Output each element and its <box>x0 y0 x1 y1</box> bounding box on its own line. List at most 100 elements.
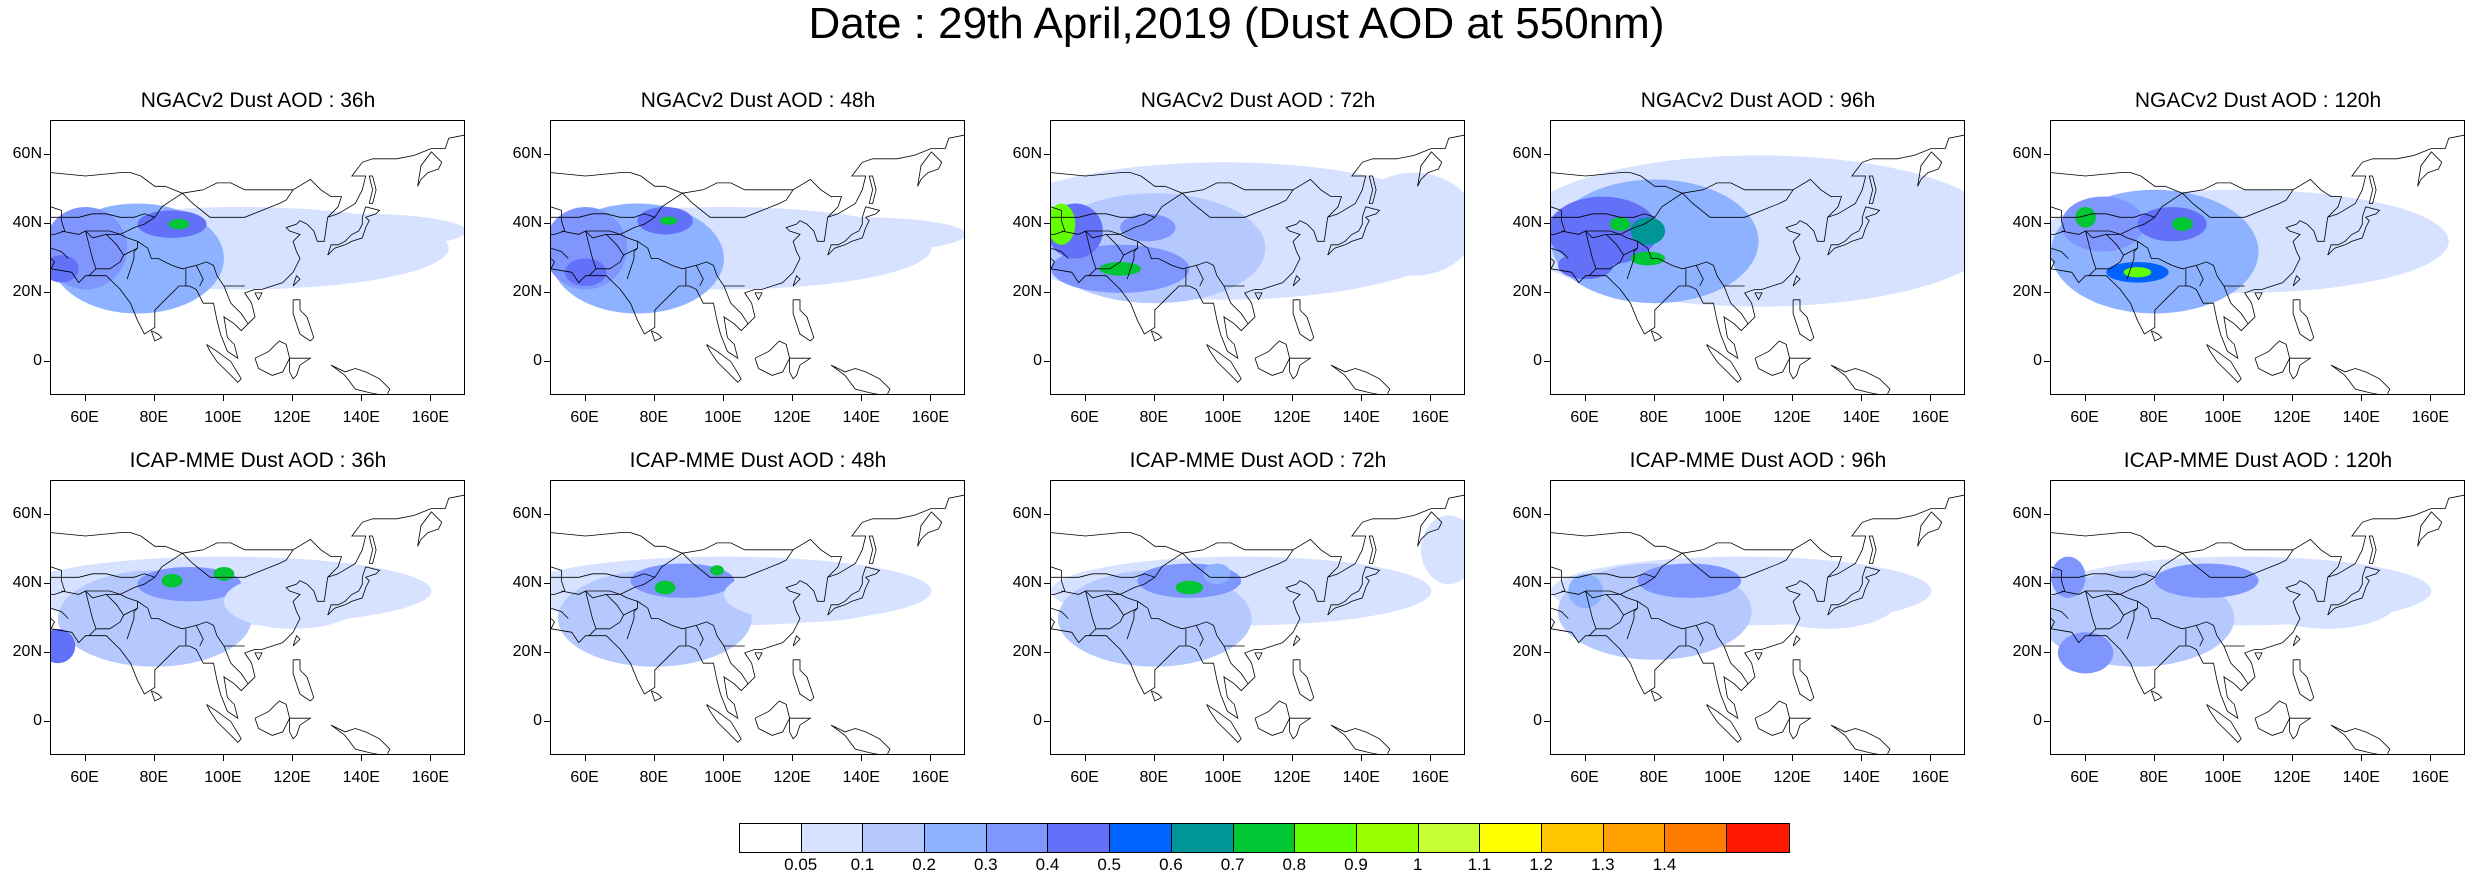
lon-tick-label: 120E <box>1773 769 1811 786</box>
lon-tick <box>1792 395 1794 401</box>
lon-tick <box>792 395 794 401</box>
map-panel: NGACv2 Dust AOD : 48h 60N 40N 20N 0 60E 80E 100… <box>500 90 1000 450</box>
colorbar-label: 0.7 <box>1220 855 1245 874</box>
map-outline <box>2223 645 2249 685</box>
lon-tick <box>584 755 586 761</box>
map-outline <box>2126 607 2138 640</box>
dust-field <box>1099 261 1141 276</box>
lon-tick <box>430 755 432 761</box>
dust-field <box>2137 206 2207 242</box>
map-outline <box>792 178 843 218</box>
lat-tick-label: 60N <box>1512 145 1542 163</box>
lon-tick-label: 120E <box>1773 409 1811 426</box>
map-outline <box>51 258 55 269</box>
map-outline <box>2417 511 2443 547</box>
map-outline <box>1868 175 1877 204</box>
lat-tick <box>1044 291 1050 293</box>
map-outline <box>1551 172 1683 194</box>
map-outline <box>2051 607 2069 619</box>
map-outline <box>551 206 566 235</box>
lon-tick-label: 160E <box>1911 769 1950 786</box>
lon-tick <box>930 755 932 761</box>
lat-tick-label: 60N <box>2012 145 2042 163</box>
map-outline <box>1789 357 1812 380</box>
map-outline <box>1623 241 1638 256</box>
lon-tick-label: 60E <box>2070 409 2099 426</box>
map-outline <box>917 511 943 547</box>
map-outline <box>51 566 66 595</box>
colorbar-swatch <box>1418 824 1481 852</box>
lon-tick <box>1292 395 1294 401</box>
map-outline <box>754 652 763 660</box>
map-outline <box>206 704 242 743</box>
lat-tick <box>44 360 50 362</box>
map-outline <box>1254 292 1263 300</box>
map-outline <box>868 175 877 204</box>
map-outline <box>2085 230 2245 287</box>
lon-tick-label: 160E <box>411 769 450 786</box>
lat-tick-label: 40N <box>1012 214 1042 232</box>
map-outline <box>2150 690 2163 702</box>
lon-tick <box>222 395 224 401</box>
lat-tick <box>544 360 550 362</box>
map-outline <box>51 172 183 194</box>
map-outline <box>1706 704 1742 743</box>
map-outline <box>1254 340 1291 376</box>
map-outline <box>1585 230 1597 276</box>
dust-field <box>258 213 464 249</box>
map-canvas <box>51 134 464 394</box>
lon-tick <box>1653 755 1655 761</box>
lon-tick <box>722 395 724 401</box>
lon-tick <box>1861 755 1863 761</box>
map-outline <box>723 645 749 685</box>
map-outline <box>1551 206 1566 235</box>
colorbar-label: 0.6 <box>1159 855 1183 874</box>
map-outline <box>195 265 204 287</box>
lon-tick-label: 60E <box>70 769 99 786</box>
map-outline <box>551 494 964 720</box>
map-outline <box>2368 175 2377 204</box>
lat-tick-label: 40N <box>12 214 42 232</box>
lon-tick-label: 100E <box>204 769 242 786</box>
lat-tick-label: 20N <box>2012 642 2042 660</box>
lat-tick <box>2044 360 2050 362</box>
map-outline <box>51 247 69 259</box>
lat-tick-label: 40N <box>2012 214 2042 232</box>
map-outline <box>1551 494 1964 720</box>
map-outline <box>2123 241 2138 256</box>
lat-tick <box>1044 651 1050 653</box>
dust-field <box>2075 206 2096 228</box>
lon-tick-label: 160E <box>911 769 950 786</box>
map-outline <box>223 285 249 325</box>
lat-tick-label: 40N <box>1512 214 1542 232</box>
map-outline <box>1085 590 1245 647</box>
lon-tick-label: 100E <box>704 409 742 426</box>
lon-tick <box>2292 755 2294 761</box>
map-outline <box>1126 247 1138 280</box>
lon-tick-label: 80E <box>1639 409 1668 426</box>
map-outline <box>289 717 312 740</box>
map-outline <box>1723 645 1749 685</box>
lon-tick-label: 60E <box>570 769 599 786</box>
panel-title: ICAP-MME Dust AOD : 72h <box>1129 449 1387 472</box>
lon-tick <box>1292 755 1294 761</box>
map-outline <box>1620 182 1794 235</box>
map-outline <box>51 213 155 218</box>
colorbar-label: 0.5 <box>1097 855 1122 874</box>
lon-tick-label: 160E <box>1411 409 1450 426</box>
lon-tick-label: 60E <box>1070 409 1099 426</box>
map-outline <box>51 573 155 578</box>
map-outline <box>551 134 964 360</box>
map-outline <box>1868 535 1877 564</box>
map-outline <box>368 175 377 204</box>
map-outline <box>126 247 138 280</box>
map-outline <box>51 607 69 619</box>
lat-tick-label: 0 <box>2033 711 2042 729</box>
map-plot <box>50 480 465 755</box>
lat-tick-label: 40N <box>512 214 542 232</box>
lon-tick-label: 100E <box>1204 769 1242 786</box>
lon-tick <box>1084 395 1086 401</box>
lon-tick <box>361 755 363 761</box>
colorbar-label: 0.8 <box>1282 855 1307 874</box>
lat-tick <box>544 223 550 225</box>
